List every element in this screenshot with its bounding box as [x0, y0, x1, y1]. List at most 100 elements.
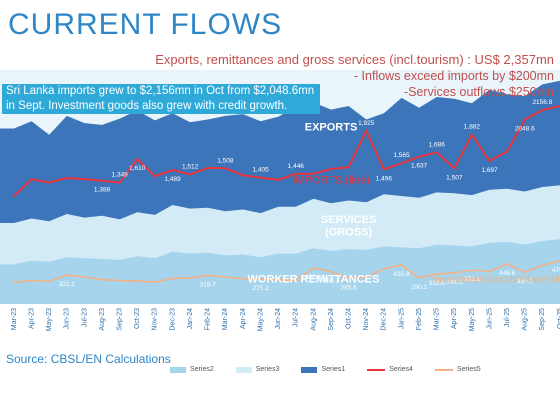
- x-tick-label: May-25: [469, 308, 476, 331]
- x-tick-label: Nov-24: [363, 308, 370, 331]
- data-label: 378.1: [464, 276, 481, 283]
- point-series4: [347, 166, 350, 168]
- data-label: 1,507: [446, 174, 463, 181]
- data-label: 290.1: [411, 284, 428, 291]
- legend-item-series2: Series2: [170, 366, 214, 373]
- source-note: Source: CBSL/EN Calculations: [6, 352, 171, 366]
- annotation-label: Investment Goods+Base Metals: [433, 273, 560, 285]
- point-series4: [523, 118, 526, 121]
- point-series5: [118, 279, 121, 282]
- point-series5: [30, 279, 33, 282]
- point-series5: [400, 263, 403, 266]
- data-label: 1,489: [164, 176, 181, 183]
- data-label: 1,512: [182, 163, 199, 170]
- point-series4: [66, 177, 68, 179]
- point-series4: [400, 162, 403, 164]
- point-series5: [523, 271, 526, 273]
- point-series5: [506, 263, 508, 265]
- legend-item-series3: Series3: [235, 366, 279, 373]
- point-series4: [506, 150, 508, 153]
- data-label: 275.2: [252, 285, 269, 292]
- subtitle-line-3: -Services outflows $250mn: [403, 85, 554, 99]
- point-series5: [277, 278, 279, 281]
- point-series5: [136, 280, 139, 282]
- data-label: 1,637: [411, 163, 428, 170]
- point-series4: [418, 155, 420, 158]
- point-series5: [418, 277, 420, 279]
- x-tick-label: Oct-25: [557, 308, 560, 329]
- x-tick-label: Aug-25: [522, 308, 529, 331]
- point-series5: [347, 277, 350, 280]
- x-tick-label: Sep-24: [328, 308, 335, 331]
- data-label: 318.7: [200, 281, 217, 288]
- line-series4: [13, 105, 560, 197]
- point-series4: [312, 173, 315, 175]
- point-series4: [453, 167, 456, 170]
- data-label: 1,405: [252, 167, 269, 174]
- point-series5: [66, 274, 68, 276]
- annotation-label: EXPORTS: [305, 121, 358, 133]
- point-series4: [435, 151, 438, 154]
- legend-label: Series5: [456, 366, 481, 373]
- callout-box: Sri Lanka imports grew to $2,156mn in Oc…: [2, 84, 320, 114]
- point-series4: [206, 167, 209, 169]
- data-label: 285.6: [341, 284, 358, 291]
- x-tick-label: Sep-23: [117, 308, 124, 331]
- data-label: 1,496: [376, 175, 393, 182]
- legend-item-series5: Series5: [434, 366, 481, 373]
- x-tick-label: Oct-23: [134, 308, 141, 329]
- point-series4: [30, 178, 33, 181]
- x-tick-label: Dec-24: [381, 308, 388, 331]
- point-series5: [471, 269, 473, 271]
- x-tick-label: Jan-25: [398, 308, 405, 330]
- legend-item-series4: Series4: [367, 366, 413, 373]
- point-series5: [365, 276, 368, 278]
- point-series4: [48, 181, 51, 184]
- point-series5: [83, 276, 86, 278]
- data-label: 2048.6: [515, 126, 535, 133]
- point-series5: [435, 272, 438, 275]
- point-series4: [224, 167, 227, 170]
- point-series4: [541, 109, 544, 111]
- data-label: 446.6: [499, 270, 516, 277]
- data-label: 322.2: [59, 281, 76, 288]
- point-series5: [189, 277, 191, 279]
- point-series5: [48, 280, 51, 283]
- legend-label: Series4: [389, 366, 413, 373]
- point-series5: [488, 270, 491, 273]
- x-tick-label: Jun-25: [486, 308, 493, 330]
- legend-label: Series2: [190, 366, 214, 373]
- point-series5: [383, 268, 385, 270]
- x-tick-label: Mar-23: [11, 308, 18, 330]
- area-series2: [14, 239, 560, 304]
- x-tick-label: Oct-24: [345, 308, 352, 329]
- point-series4: [277, 179, 279, 181]
- point-series5: [330, 270, 332, 273]
- data-label: 1,508: [217, 157, 234, 164]
- point-series5: [171, 277, 174, 280]
- x-tick-label: Feb-24: [205, 308, 212, 330]
- annotation-label: SERVICES: [321, 214, 376, 226]
- x-tick-label: Jul-25: [504, 308, 511, 327]
- x-tick-label: May-24: [257, 308, 264, 331]
- point-series5: [101, 278, 103, 281]
- annotation-label: (GROSS): [325, 227, 372, 239]
- data-label: 344.3: [446, 279, 463, 286]
- x-tick-label: Dec-23: [169, 308, 176, 331]
- x-tick-label: Jun-24: [275, 308, 282, 330]
- point-series4: [259, 176, 262, 179]
- data-label: 1,446: [288, 163, 305, 170]
- point-series4: [365, 129, 368, 132]
- point-series4: [83, 178, 86, 180]
- x-tick-label: Feb-25: [416, 308, 423, 330]
- data-label: 1,388: [94, 187, 111, 194]
- point-series4: [488, 160, 491, 162]
- point-series4: [189, 173, 191, 176]
- data-label: 360.2: [323, 278, 340, 285]
- subtitle-line-2: - Inflows exceed imports by $200mn: [353, 69, 554, 83]
- x-tick-label: Apr-24: [240, 308, 247, 329]
- line-series5: [13, 260, 560, 284]
- point-series5: [154, 281, 156, 283]
- point-series4: [101, 179, 103, 182]
- data-label: 1,697: [481, 167, 498, 174]
